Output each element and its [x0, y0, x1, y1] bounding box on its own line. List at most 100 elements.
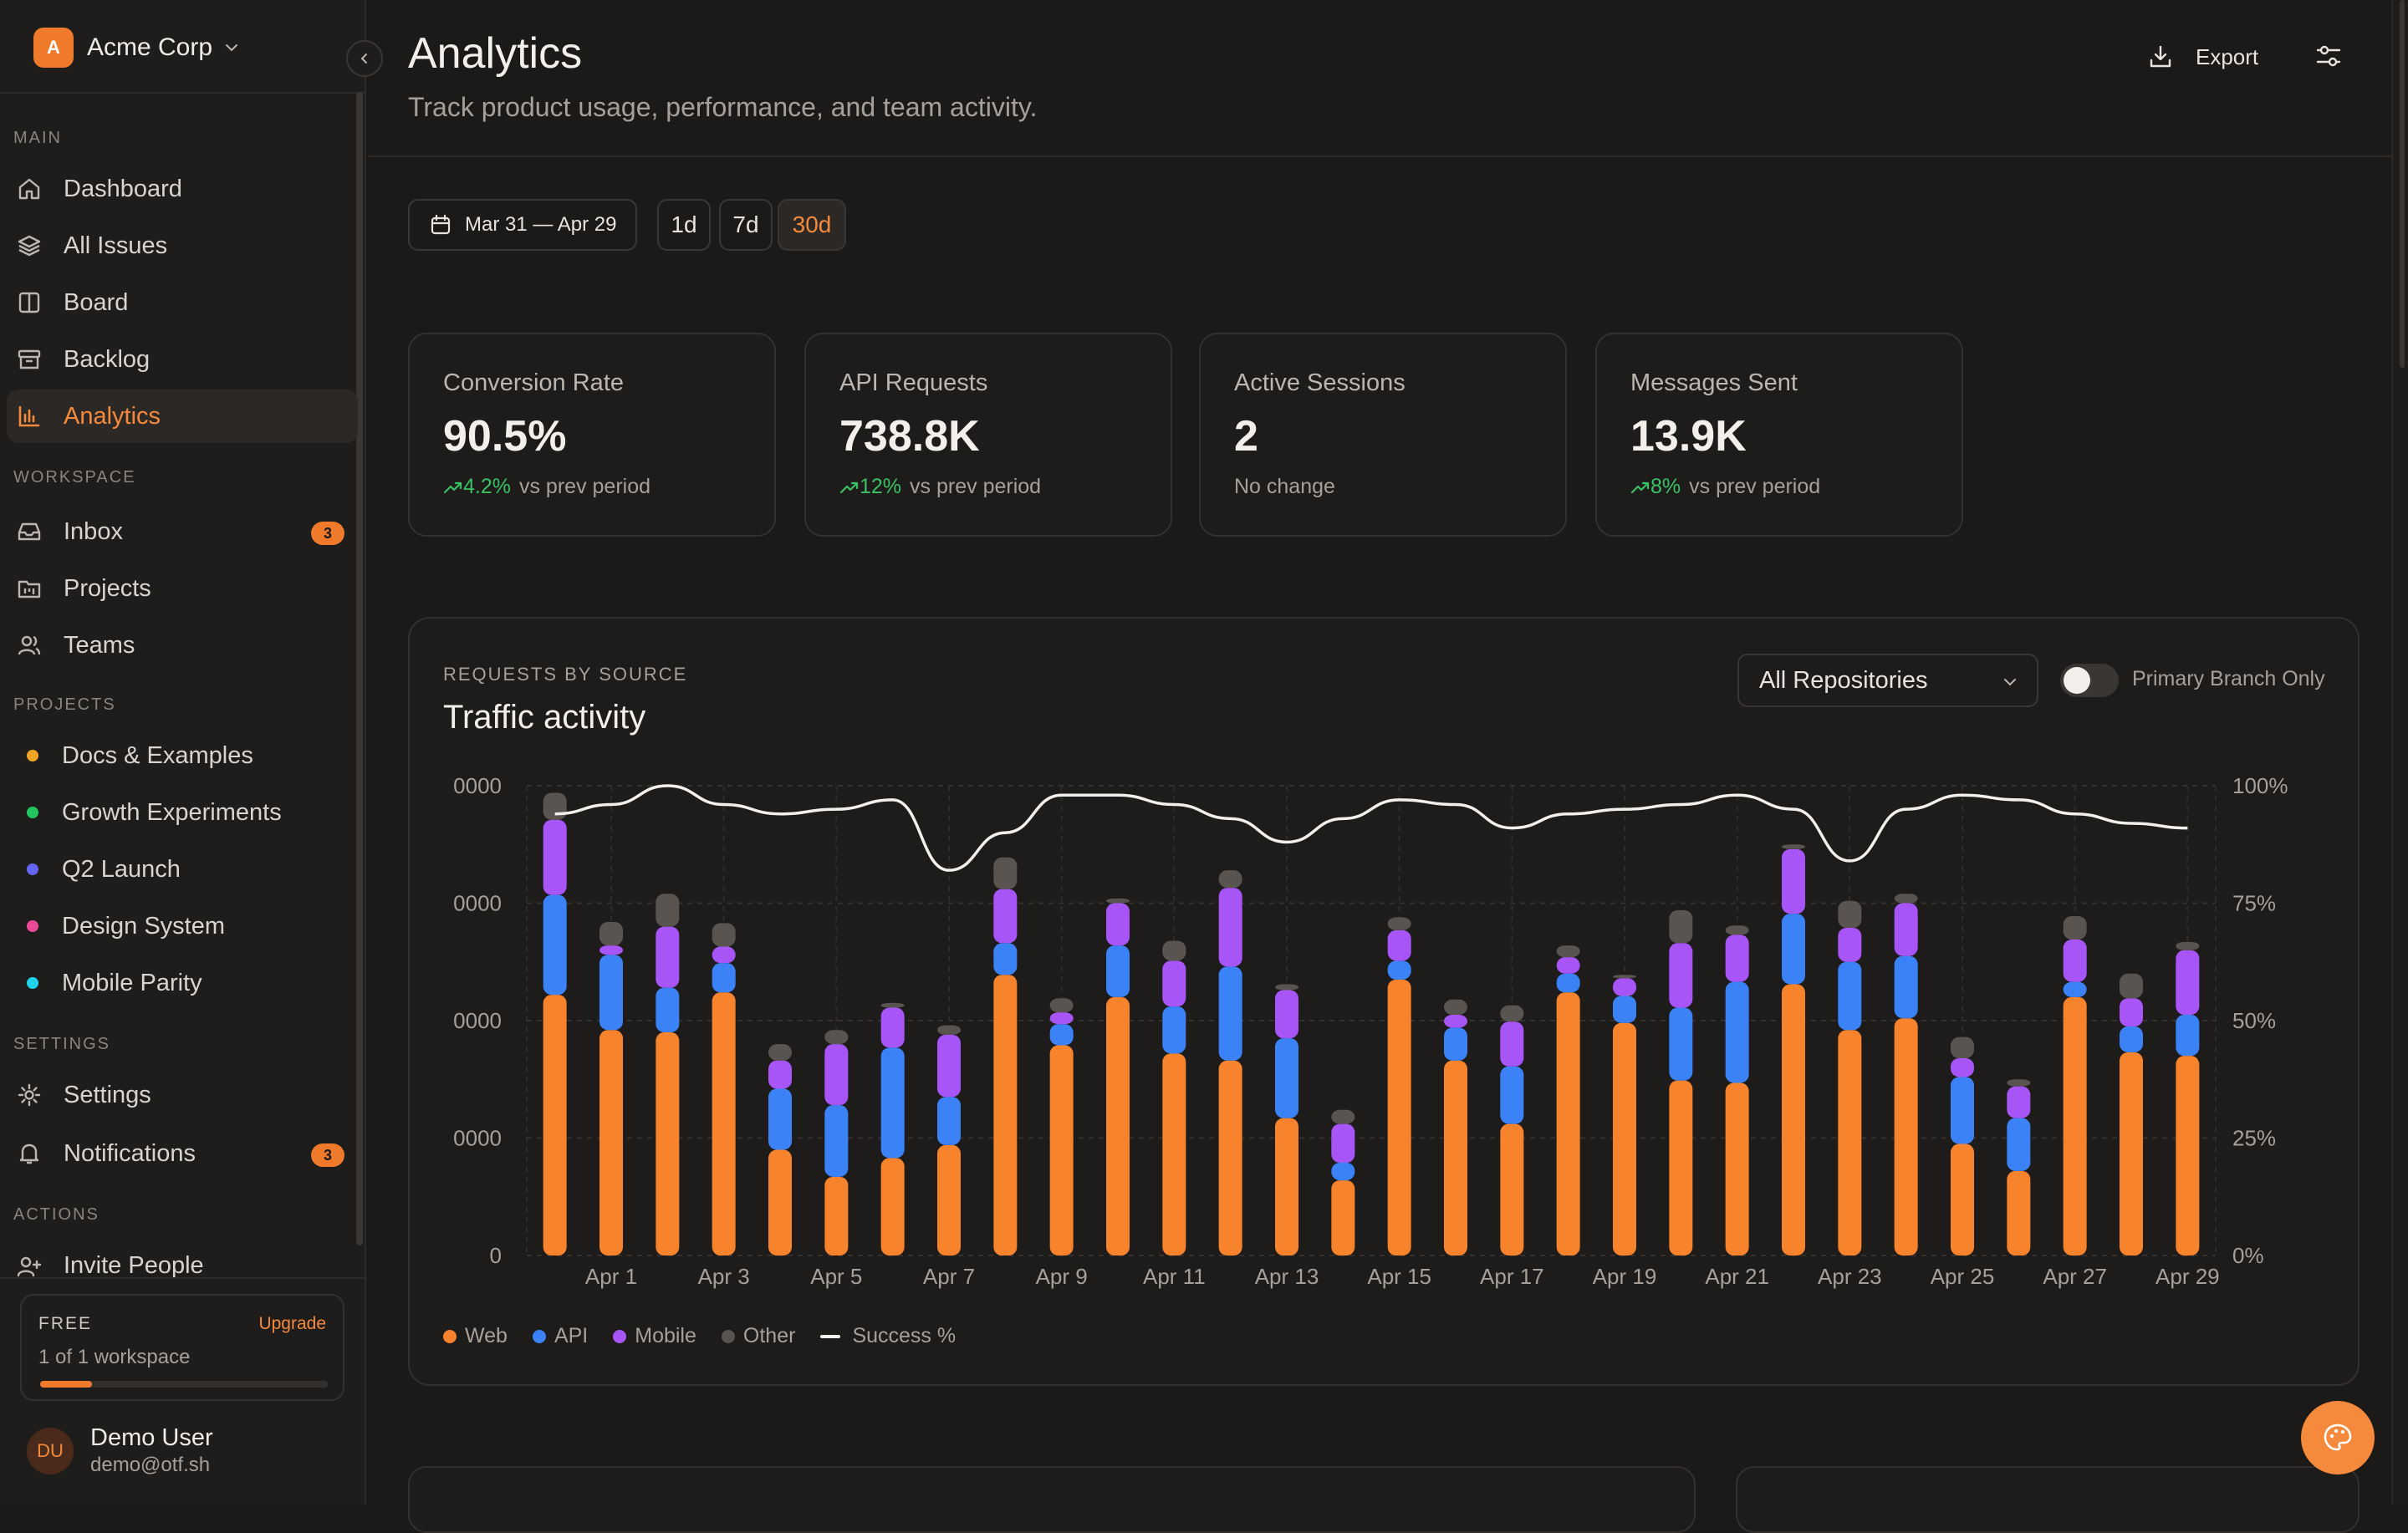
- bar-segment-web: [2063, 996, 2087, 1255]
- stat-card-active-sessions: Active Sessions 2 No change: [1199, 333, 1567, 537]
- sidebar-project-design-system[interactable]: Design System: [7, 899, 358, 953]
- sidebar-item-invite-people[interactable]: Invite People: [7, 1240, 358, 1277]
- bar-segment-web: [543, 995, 567, 1255]
- stat-label: Messages Sent: [1630, 369, 1798, 396]
- main-scrollbar[interactable]: [2391, 0, 2408, 1505]
- range-1d-button[interactable]: 1d: [657, 199, 711, 251]
- bar-segment-other: [2176, 941, 2200, 950]
- sidebar-item-analytics[interactable]: Analytics: [7, 390, 358, 443]
- sidebar-item-label: Analytics: [64, 402, 161, 430]
- plan-usage-bar: [40, 1381, 328, 1388]
- collapse-sidebar-button[interactable]: [346, 40, 383, 77]
- plan-usage-fill: [40, 1381, 92, 1388]
- bar-segment-mobile: [1894, 903, 1918, 956]
- bar-segment-mobile: [880, 1007, 905, 1048]
- date-range-picker[interactable]: Mar 31 — Apr 29: [408, 199, 637, 251]
- bar-segment-web: [599, 1030, 623, 1255]
- sidebar-item-settings[interactable]: Settings: [7, 1068, 358, 1122]
- bar-segment-api: [2007, 1118, 2031, 1171]
- sidebar-item-dashboard[interactable]: Dashboard: [7, 162, 358, 216]
- bar-segment-other: [1951, 1036, 1974, 1058]
- section-label-workspace: WORKSPACE: [13, 468, 136, 486]
- sidebar-project-growth-experiments[interactable]: Growth Experiments: [7, 786, 358, 839]
- export-button[interactable]: Export: [2147, 40, 2258, 74]
- bar-segment-mobile: [1838, 928, 1862, 962]
- sliders-icon[interactable]: [2314, 42, 2343, 70]
- x-tick-label: Apr 5: [810, 1264, 862, 1289]
- org-switcher[interactable]: A Acme Corp: [33, 27, 239, 69]
- stat-trend: No change: [1234, 475, 1335, 499]
- repository-select[interactable]: All Repositories: [1737, 654, 2038, 707]
- bar-segment-web: [1782, 984, 1805, 1255]
- y-right-tick-label: 75%: [2232, 891, 2276, 916]
- bar-segment-web: [1444, 1060, 1467, 1255]
- project-color-dot: [27, 977, 38, 989]
- sidebar-item-label: Notifications: [64, 1139, 196, 1167]
- bar-segment-mobile: [1331, 1123, 1355, 1164]
- sidebar-project-q2-launch[interactable]: Q2 Launch: [7, 843, 358, 896]
- bar-segment-web: [1162, 1053, 1186, 1255]
- y-left-tick-label: 0000: [453, 891, 502, 916]
- sidebar-item-projects[interactable]: Projects: [7, 562, 358, 615]
- bar-segment-mobile: [1275, 990, 1298, 1039]
- bar-segment-web: [2007, 1170, 2031, 1255]
- sidebar-item-notifications[interactable]: Notifications 3: [7, 1127, 358, 1180]
- sidebar-project-docs-examples[interactable]: Docs & Examples: [7, 729, 358, 782]
- bar-segment-mobile: [1106, 903, 1130, 946]
- primary-branch-toggle[interactable]: [2060, 664, 2119, 697]
- bar-segment-web: [1275, 1118, 1298, 1255]
- bar-segment-api: [1218, 966, 1242, 1061]
- legend-swatch: [443, 1329, 457, 1343]
- bar-segment-mobile: [1613, 978, 1636, 996]
- project-icon: [15, 574, 43, 603]
- bar-segment-web: [2120, 1052, 2143, 1255]
- sidebar-item-teams[interactable]: Teams: [7, 619, 358, 672]
- user-menu[interactable]: DU Demo User demo@otf.sh: [27, 1424, 213, 1477]
- sidebar-project-mobile-parity[interactable]: Mobile Parity: [7, 956, 358, 1010]
- bar-segment-other: [1218, 870, 1242, 889]
- bar-segment-api: [1613, 996, 1636, 1023]
- bar-segment-other: [1275, 984, 1298, 991]
- sidebar-scrollbar[interactable]: [356, 92, 363, 1245]
- range-7d-button[interactable]: 7d: [719, 199, 773, 251]
- bar-segment-api: [1331, 1163, 1355, 1181]
- sidebar-item-label: Invite People: [64, 1252, 204, 1277]
- bar-chart-icon: [15, 402, 43, 430]
- x-tick-label: Apr 25: [1931, 1264, 1995, 1289]
- bar-segment-api: [1444, 1027, 1467, 1061]
- bar-segment-mobile: [656, 926, 680, 988]
- bar-segment-other: [1444, 999, 1467, 1015]
- x-tick-label: Apr 23: [1818, 1264, 1882, 1289]
- chart-title: Traffic activity: [443, 699, 646, 736]
- bar-segment-api: [1894, 955, 1918, 1019]
- palette-icon: [2324, 1424, 2352, 1451]
- archive-icon: [15, 345, 43, 374]
- sidebar-item-inbox[interactable]: Inbox 3: [7, 505, 358, 558]
- traffic-chart: 0 0% 0000 25% 0000 50% 0000 75% 0000 100% Apr 1 Apr…: [453, 773, 2288, 1289]
- sidebar-item-board[interactable]: Board: [7, 276, 358, 329]
- bar-segment-other: [1106, 898, 1130, 904]
- theme-button[interactable]: [2301, 1401, 2375, 1474]
- bar-segment-other: [2120, 973, 2143, 999]
- sidebar-item-all-issues[interactable]: All Issues: [7, 219, 358, 272]
- bar-segment-mobile: [937, 1034, 961, 1098]
- x-tick-label: Apr 7: [923, 1264, 975, 1289]
- stat-trend-note: vs prev period: [518, 475, 651, 498]
- sidebar-item-label: Backlog: [64, 345, 150, 373]
- upgrade-link[interactable]: Upgrade: [258, 1314, 326, 1333]
- sidebar-item-backlog[interactable]: Backlog: [7, 333, 358, 386]
- bar-segment-api: [1556, 973, 1580, 993]
- chevron-down-icon: [226, 44, 238, 52]
- main-scrollbar-thumb[interactable]: [2400, 0, 2405, 368]
- bar-segment-api: [937, 1097, 961, 1145]
- stat-label: Active Sessions: [1234, 369, 1406, 396]
- bar-segment-web: [712, 992, 736, 1255]
- sidebar-item-label: Docs & Examples: [62, 741, 253, 769]
- stat-trend-note: vs prev period: [1689, 475, 1821, 498]
- stat-trend-note: No change: [1234, 475, 1335, 498]
- y-left-tick-label: 0000: [453, 1008, 502, 1033]
- range-30d-button[interactable]: 30d: [778, 199, 846, 251]
- sidebar-item-label: Teams: [64, 631, 135, 659]
- user-email: demo@otf.sh: [90, 1454, 211, 1476]
- bar-segment-api: [1162, 1006, 1186, 1054]
